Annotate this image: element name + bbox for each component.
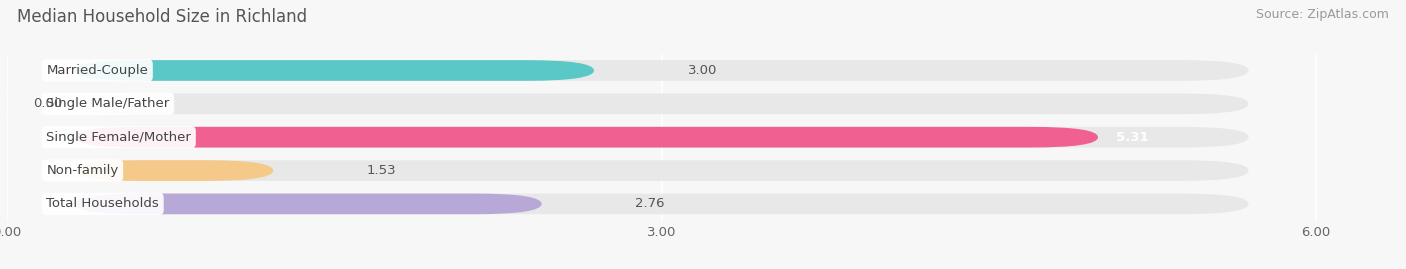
FancyBboxPatch shape [75, 194, 541, 214]
Text: 5.31: 5.31 [1115, 131, 1149, 144]
FancyBboxPatch shape [75, 60, 593, 81]
Text: Total Households: Total Households [46, 197, 159, 210]
Text: Married-Couple: Married-Couple [46, 64, 148, 77]
Text: Single Female/Mother: Single Female/Mother [46, 131, 191, 144]
Text: Source: ZipAtlas.com: Source: ZipAtlas.com [1256, 8, 1389, 21]
Text: 1.53: 1.53 [367, 164, 396, 177]
FancyBboxPatch shape [75, 60, 1249, 81]
FancyBboxPatch shape [75, 194, 1249, 214]
FancyBboxPatch shape [75, 160, 273, 181]
Text: Median Household Size in Richland: Median Household Size in Richland [17, 8, 307, 26]
FancyBboxPatch shape [75, 94, 1249, 114]
FancyBboxPatch shape [75, 127, 1098, 147]
FancyBboxPatch shape [75, 127, 1249, 147]
Text: 3.00: 3.00 [688, 64, 717, 77]
Text: 2.76: 2.76 [636, 197, 665, 210]
Text: 0.00: 0.00 [34, 97, 62, 110]
FancyBboxPatch shape [75, 160, 1249, 181]
Text: Non-family: Non-family [46, 164, 118, 177]
Text: Single Male/Father: Single Male/Father [46, 97, 170, 110]
